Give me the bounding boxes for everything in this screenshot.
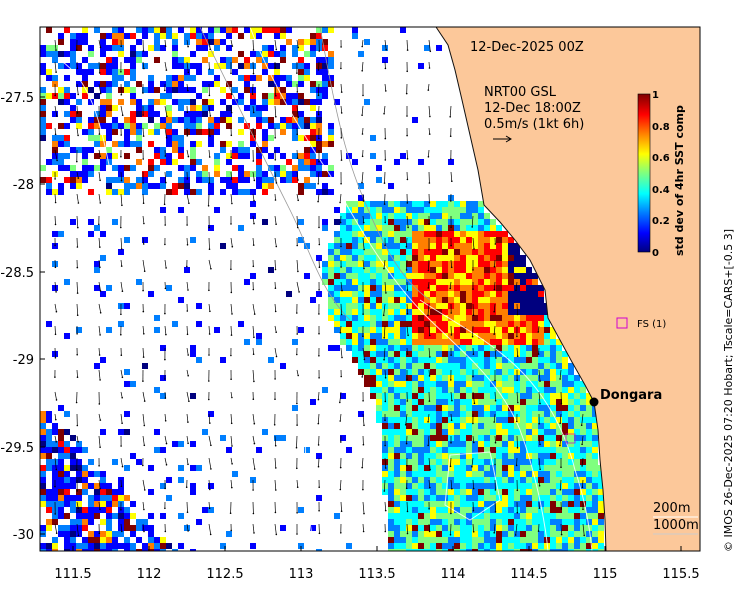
lon-tick: 113.5 bbox=[358, 546, 396, 582]
lon-tick-label: 114 bbox=[441, 567, 466, 582]
colorbar-gradient bbox=[637, 93, 651, 253]
lat-tick-label: -29.5 bbox=[0, 441, 34, 456]
lon-tick-label: 111.5 bbox=[54, 567, 91, 582]
lat-tick: -29 bbox=[13, 353, 45, 368]
plot-frame bbox=[39, 26, 701, 552]
lon-tick-label: 113.5 bbox=[358, 567, 395, 582]
dongara-marker[interactable] bbox=[589, 397, 599, 407]
current-vectors bbox=[54, 39, 585, 537]
small-station-marker bbox=[565, 433, 576, 444]
colorbar-tick-label: 0.8 bbox=[652, 122, 670, 133]
contour-label-1000m: 1000m bbox=[653, 518, 699, 533]
credit-line: © IMOS 26-Dec-2025 07:20 Hobart; Tscale=… bbox=[722, 229, 735, 552]
lon-tick-label: 112.5 bbox=[206, 567, 243, 582]
lon-axis: 111.5 112 112.5 113 113.5 114 114.5 115 … bbox=[54, 546, 700, 582]
vector-scale-label: 0.5m/s (1kt 6h) bbox=[484, 117, 584, 132]
lon-tick-label: 113 bbox=[289, 567, 314, 582]
map-plot-area: FS (1) Dongara 12-Dec-2025 00Z NRT00 GSL… bbox=[40, 27, 700, 551]
lat-tick: -28 bbox=[13, 178, 45, 193]
lon-tick: 111.5 bbox=[54, 546, 92, 582]
lon-tick: 112 bbox=[137, 546, 162, 582]
lat-tick: -28.5 bbox=[0, 266, 45, 281]
lat-axis: -27.5 -28 -28.5 -29 -29.5 -30 bbox=[0, 91, 45, 543]
lon-tick: 112.5 bbox=[206, 546, 244, 582]
colorbar-tick-label: 0 bbox=[652, 248, 659, 259]
lat-tick-label: -28.5 bbox=[0, 266, 34, 281]
lat-tick-label: -28 bbox=[13, 178, 34, 193]
lat-tick: -29.5 bbox=[0, 441, 45, 456]
product-label: NRT00 GSL bbox=[484, 85, 557, 100]
lon-tick: 115 bbox=[593, 546, 618, 582]
scale-arrow bbox=[493, 135, 512, 143]
lon-tick: 115.5 bbox=[662, 546, 700, 582]
colorbar-tick-label: 1 bbox=[652, 90, 659, 101]
contour-label-200m: 200m bbox=[653, 501, 690, 516]
lat-tick-label: -30 bbox=[13, 528, 34, 543]
lon-tick-label: 115.5 bbox=[662, 567, 699, 582]
land-mass bbox=[435, 27, 700, 551]
station-label: FS (1) bbox=[637, 319, 666, 330]
colorbar-tick-label: 0.4 bbox=[652, 185, 670, 196]
lon-tick-label: 114.5 bbox=[510, 567, 547, 582]
colorbar-tick-label: 0.6 bbox=[652, 153, 670, 164]
lat-tick: -27.5 bbox=[0, 91, 45, 106]
colorbar-tick-label: 0.2 bbox=[652, 216, 670, 227]
place-label: Dongara bbox=[600, 388, 662, 403]
colorbar: 1 0.8 0.6 0.4 0.2 0 std dev of 4hr SST c… bbox=[637, 90, 686, 259]
map-title: 12-Dec-2025 00Z bbox=[470, 40, 584, 55]
lon-tick: 114 bbox=[441, 546, 466, 582]
lat-tick-label: -27.5 bbox=[0, 91, 34, 106]
lat-tick-label: -29 bbox=[13, 353, 34, 368]
lon-tick-label: 112 bbox=[137, 567, 162, 582]
vector-time: 12-Dec 18:00Z bbox=[484, 101, 581, 116]
colorbar-label: std dev of 4hr SST comp bbox=[673, 105, 686, 256]
grey-contours bbox=[199, 27, 431, 321]
lon-tick-label: 115 bbox=[593, 567, 618, 582]
lon-tick: 114.5 bbox=[510, 546, 548, 582]
bathymetry-contours bbox=[59, 27, 593, 551]
lat-tick: -30 bbox=[13, 528, 45, 543]
station-marker[interactable] bbox=[616, 317, 628, 329]
lon-tick: 113 bbox=[289, 546, 314, 582]
